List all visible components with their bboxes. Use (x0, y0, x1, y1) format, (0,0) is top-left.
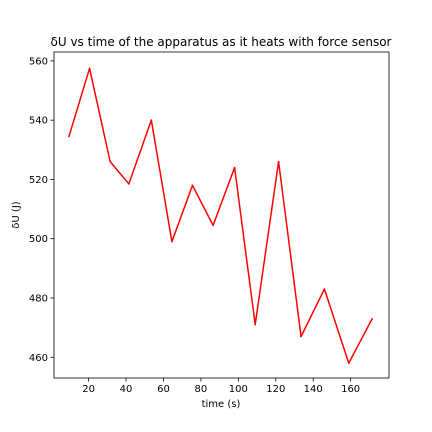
x-tick-label: 140 (304, 384, 323, 395)
x-tick-label: 160 (341, 384, 360, 395)
y-tick-label: 560 (29, 56, 48, 67)
data-point (150, 119, 153, 121)
data-point (212, 224, 214, 227)
y-tick-label: 520 (29, 175, 48, 186)
y-tick-label: 540 (29, 116, 48, 127)
data-point (109, 160, 111, 163)
series-layer (68, 67, 373, 364)
data-point (277, 160, 280, 163)
y-tick-label: 500 (29, 234, 48, 245)
x-tick-label: 60 (157, 384, 170, 395)
y-axis-label: δU (J) (11, 201, 22, 228)
y-tick-label: 480 (29, 293, 48, 304)
x-axis: 20 40 60 80 100 120 140 160 (82, 378, 360, 395)
data-point (128, 183, 130, 185)
data-point (68, 135, 70, 138)
x-tick-label: 40 (120, 384, 133, 395)
y-axis: 460 480 500 520 540 560 (29, 56, 54, 364)
data-point (323, 288, 326, 290)
y-tick-label: 460 (29, 353, 48, 364)
data-point (191, 184, 194, 187)
data-point (233, 166, 236, 169)
data-point (171, 240, 173, 243)
x-tick-label: 120 (266, 384, 285, 395)
x-tick-label: 80 (195, 384, 208, 395)
x-tick-label: 100 (229, 384, 248, 395)
plot-area (53, 51, 390, 379)
data-point (348, 362, 350, 364)
chart-title: δU vs time of the apparatus as it heats … (51, 35, 392, 49)
x-axis-label: time (s) (202, 399, 241, 410)
data-point (88, 67, 91, 70)
data-point (300, 335, 302, 338)
plot-frame (53, 51, 390, 379)
x-tick-label: 20 (82, 384, 95, 395)
data-point (371, 317, 373, 320)
data-point (254, 323, 256, 326)
